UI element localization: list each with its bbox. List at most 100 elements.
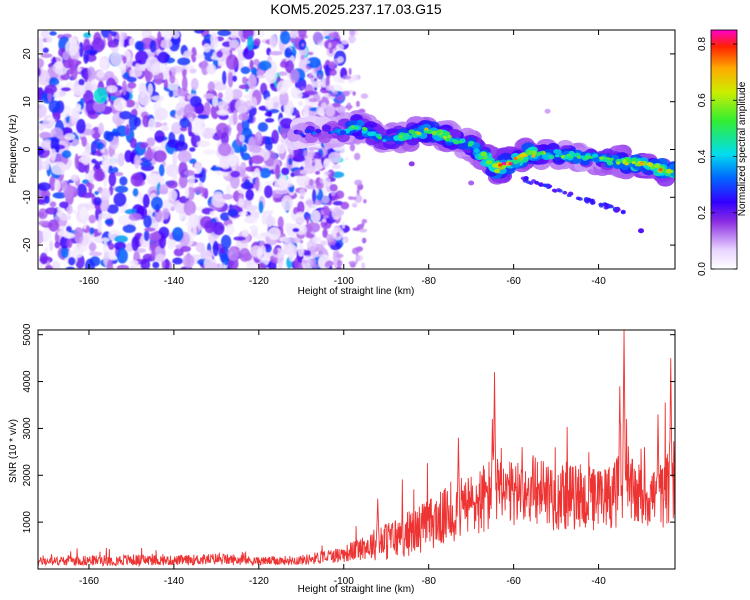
spectral-cell — [265, 118, 275, 123]
spectral-cell — [238, 197, 244, 208]
spectral-cell — [323, 207, 331, 215]
spectral-cell — [276, 143, 286, 154]
spectral-cell — [59, 214, 72, 221]
colorbar-tick-label: 0.2 — [697, 205, 708, 219]
spectral-cell — [104, 71, 115, 79]
spectral-cell — [80, 192, 95, 199]
spectral-cell — [166, 31, 172, 40]
ridge-cell — [576, 155, 582, 159]
spectral-cell — [306, 221, 321, 233]
spectral-cell — [219, 155, 231, 170]
spectral-cell — [303, 104, 309, 114]
colorbar-ticks: 0.0 0.2 0.4 0.6 0.8 — [697, 37, 737, 276]
spectral-cell — [307, 51, 314, 56]
spectral-cell — [227, 208, 239, 218]
spectral-cell — [335, 43, 344, 51]
spectral-cell — [238, 211, 248, 216]
spectral-cell — [129, 137, 137, 149]
spectral-cell — [330, 191, 336, 197]
spectral-cell — [239, 134, 245, 142]
spectral-cell — [107, 39, 119, 48]
spectrogram-y-axis: -20 -10 0 10 20 — [22, 48, 675, 252]
spectral-cell — [114, 171, 124, 177]
spectral-cell — [190, 78, 199, 91]
spectral-cell — [182, 254, 195, 269]
spectral-cell — [92, 37, 105, 53]
spectral-cell — [100, 237, 110, 242]
spectral-cell — [147, 83, 153, 96]
spectral-cell — [304, 90, 318, 96]
spectral-cell — [240, 66, 251, 75]
y-tick-label: 4000 — [22, 370, 33, 393]
ridge-cell — [382, 138, 387, 143]
spectral-cell — [38, 123, 45, 131]
spectral-cell — [216, 50, 223, 58]
spectral-cell — [203, 101, 211, 117]
spectral-cell — [281, 195, 293, 211]
spectral-cell — [154, 107, 169, 121]
spectral-cell — [98, 212, 113, 220]
spectral-cell — [289, 69, 300, 84]
ridge-cell — [416, 131, 421, 136]
spectral-cell — [146, 172, 161, 186]
spectral-cell — [131, 236, 139, 252]
spectral-cell — [217, 30, 232, 37]
spectral-cell — [168, 90, 174, 98]
ridge-cell — [617, 158, 622, 163]
spectral-cell — [322, 228, 328, 238]
spectral-cell — [335, 209, 345, 216]
spectral-cell — [297, 30, 307, 38]
spectral-cell — [297, 201, 305, 215]
spectral-cell — [172, 257, 183, 265]
colorbar-tick-label: 0.0 — [697, 262, 708, 276]
spectral-cell — [90, 79, 96, 86]
spectral-cell — [127, 82, 137, 89]
spectral-cell — [348, 260, 358, 265]
spectral-cell — [337, 56, 344, 63]
spectral-cell — [72, 243, 84, 258]
spectral-cell — [204, 262, 219, 269]
spectral-cell — [340, 201, 350, 210]
spectral-cell — [170, 206, 175, 212]
spectral-cell — [341, 39, 349, 45]
spectral-cell — [298, 100, 303, 107]
x-tick-label: -100 — [334, 276, 354, 287]
spectral-cell — [101, 155, 111, 169]
spectral-cell — [325, 84, 335, 91]
spectral-cell — [238, 112, 250, 122]
spectral-cell — [45, 207, 58, 215]
spectral-cell — [229, 99, 238, 114]
spectral-cell — [247, 35, 254, 51]
spectral-cell — [233, 236, 246, 241]
spectral-cell — [64, 133, 76, 141]
spectral-cell — [89, 227, 95, 235]
spectral-cell — [269, 50, 283, 56]
spectral-cell — [132, 188, 139, 197]
snr-panel: -160 -140 -120 -100 -80 -60 -40 1000 2000 3000 40… — [8, 323, 676, 595]
ridge-cell — [586, 197, 592, 202]
spectral-cell — [354, 152, 361, 161]
spectral-cell — [94, 190, 99, 196]
spectral-cell — [336, 259, 343, 267]
spectral-cell — [100, 187, 111, 201]
x-tick-label: -80 — [421, 576, 436, 587]
colorbar-label: Normalized spectral amplitude — [737, 81, 748, 216]
spectral-cell — [285, 60, 295, 74]
spectral-cell — [61, 180, 68, 192]
spectral-cell — [232, 109, 238, 125]
spectral-cell — [133, 116, 142, 127]
spectral-cell — [363, 199, 367, 204]
spectral-cell — [188, 131, 195, 137]
spectral-cell — [189, 68, 197, 74]
x-tick-label: -140 — [164, 576, 184, 587]
spectral-cell — [70, 174, 80, 182]
spectral-cell — [38, 87, 43, 101]
spectral-cell — [74, 227, 84, 238]
spectral-cell — [229, 39, 240, 49]
ridge-cell — [377, 136, 382, 140]
spectral-cell — [174, 141, 188, 152]
ridge-cell — [322, 124, 332, 132]
spectral-cell — [327, 169, 335, 179]
spectral-cell — [172, 240, 177, 248]
spectral-cell — [142, 194, 150, 208]
